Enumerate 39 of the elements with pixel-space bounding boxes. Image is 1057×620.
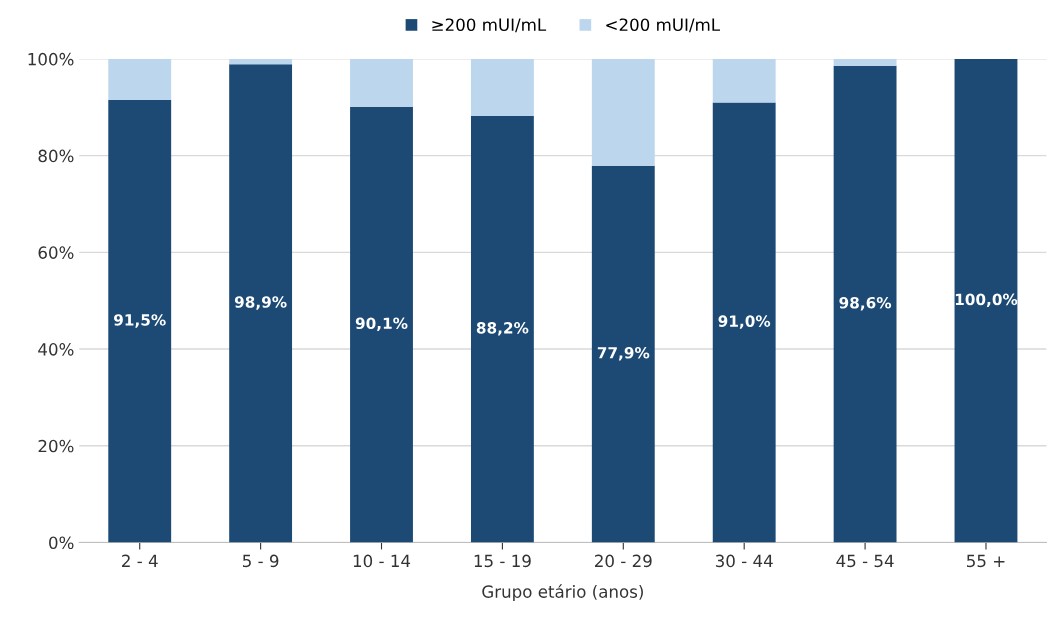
x-tick-label: 20 - 29 bbox=[595, 554, 652, 568]
y-tick-label: 0% bbox=[49, 536, 74, 550]
y-tick-label: 100% bbox=[28, 52, 74, 66]
bar bbox=[712, 102, 776, 543]
legend-label: <200 mUI/mL bbox=[606, 18, 720, 33]
bar bbox=[108, 100, 172, 543]
data-label: 90,1% bbox=[355, 317, 408, 332]
legend-label: ≥200 mUI/mL bbox=[432, 18, 547, 33]
data-label: 91,0% bbox=[718, 315, 771, 329]
x-axis-title: Grupo etário (anos) bbox=[482, 584, 643, 602]
y-tick-label: 80% bbox=[38, 149, 74, 163]
y-tick-label: 40% bbox=[38, 343, 74, 356]
y-tick-label: 20% bbox=[38, 439, 74, 453]
data-label: 98,9% bbox=[234, 296, 287, 310]
x-tick-label: 10 - 14 bbox=[353, 554, 411, 568]
bar bbox=[833, 58, 897, 66]
bar bbox=[470, 115, 534, 543]
x-tick-label: 15 - 19 bbox=[474, 554, 531, 568]
bar bbox=[591, 165, 655, 543]
bar bbox=[229, 58, 293, 65]
data-label: 98,6% bbox=[839, 296, 892, 311]
bar bbox=[833, 65, 897, 543]
x-tick-label: 45 - 54 bbox=[836, 554, 894, 568]
bar bbox=[954, 58, 1018, 543]
x-tick-label: 5 - 9 bbox=[243, 554, 279, 568]
bar bbox=[470, 58, 534, 116]
x-tick-label: 55 + bbox=[967, 554, 1005, 568]
y-tick-label: 60% bbox=[38, 246, 74, 259]
bar bbox=[591, 58, 655, 166]
bar bbox=[350, 58, 413, 107]
data-label: 88,2% bbox=[476, 322, 529, 336]
bar bbox=[108, 58, 172, 101]
bar bbox=[350, 106, 413, 543]
data-label: 91,5% bbox=[114, 314, 166, 328]
x-tick-label: 30 - 44 bbox=[715, 554, 773, 568]
bar bbox=[229, 64, 293, 543]
data-label: 77,9% bbox=[597, 347, 650, 361]
x-tick-label: 2 - 4 bbox=[122, 554, 158, 567]
bar bbox=[712, 58, 776, 103]
